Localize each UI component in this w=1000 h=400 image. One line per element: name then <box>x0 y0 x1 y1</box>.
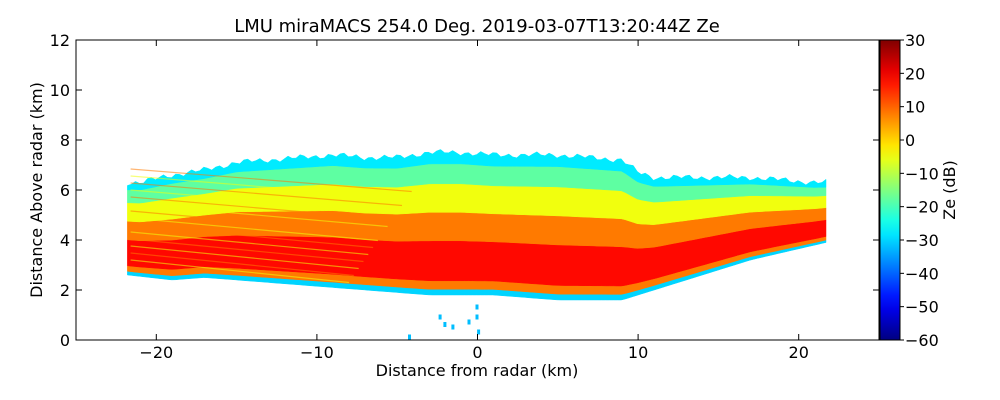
colorbar <box>879 39 901 341</box>
beam-streak <box>130 175 407 200</box>
y-tick-label: 4 <box>60 231 70 250</box>
colorbar-tick-label: 20 <box>905 64 925 83</box>
colorbar-tick-label: −40 <box>905 264 939 283</box>
colorbar-tick-label: −10 <box>905 164 939 183</box>
colorbar-tick-label: −50 <box>905 298 939 317</box>
scattered-echo <box>475 304 479 310</box>
beam-streak <box>130 245 359 270</box>
beam-streak <box>130 182 403 207</box>
reflectivity-echo <box>127 149 827 340</box>
scattered-echo <box>451 324 455 330</box>
scattered-echo <box>443 322 447 327</box>
y-tick-label: 6 <box>60 181 70 200</box>
y-tick-label: 0 <box>60 331 70 350</box>
y-tick-label: 2 <box>60 281 70 300</box>
beam-streak <box>130 168 412 193</box>
y-tick-label: 12 <box>50 31 70 50</box>
colorbar-tick-label: −30 <box>905 231 939 250</box>
beam-streak <box>130 203 388 228</box>
y-tick-label: 8 <box>60 131 70 150</box>
y-tick-label: 10 <box>50 81 70 100</box>
colorbar-tick-label: 30 <box>905 31 925 50</box>
beam-streak <box>130 231 369 256</box>
beam-streak <box>130 196 393 221</box>
beam-streak <box>130 210 383 235</box>
beam-streak <box>130 238 364 263</box>
colorbar-label: Ze (dB) <box>940 160 959 220</box>
scattered-echo <box>408 334 411 340</box>
x-tick-label: −10 <box>300 343 334 362</box>
colorbar-tick-label: −20 <box>905 198 939 217</box>
x-axis: −20 −10 0 10 20 <box>139 40 809 362</box>
colorbar-ticks: 30 20 10 0 −10 −20 −30 −40 −50 −60 <box>900 31 939 350</box>
y-axis-label: Distance Above radar (km) <box>27 82 46 298</box>
x-tick-label: 0 <box>472 343 482 362</box>
colorbar-tick-label: 0 <box>905 131 915 150</box>
x-tick-label: 20 <box>789 343 809 362</box>
beam-streak <box>130 217 378 242</box>
scattered-echo <box>475 314 479 320</box>
beam-streak <box>130 252 354 277</box>
x-tick-label: −20 <box>139 343 173 362</box>
colorbar-tick-label: 10 <box>905 98 925 117</box>
beam-streak <box>130 259 350 284</box>
chart-title: LMU miraMACS 254.0 Deg. 2019-03-07T13:20… <box>234 16 720 37</box>
echo-band <box>127 149 827 191</box>
beam-streak <box>130 224 374 249</box>
beam-streak <box>130 189 398 214</box>
y-axis: 0 2 4 6 8 10 12 <box>50 31 879 350</box>
x-axis-label: Distance from radar (km) <box>376 361 579 380</box>
scattered-echo <box>438 314 442 320</box>
colorbar-tick-label: −60 <box>905 331 939 350</box>
scattered-echo <box>477 329 481 335</box>
scattered-echo <box>467 319 471 325</box>
x-tick-label: 10 <box>628 343 648 362</box>
